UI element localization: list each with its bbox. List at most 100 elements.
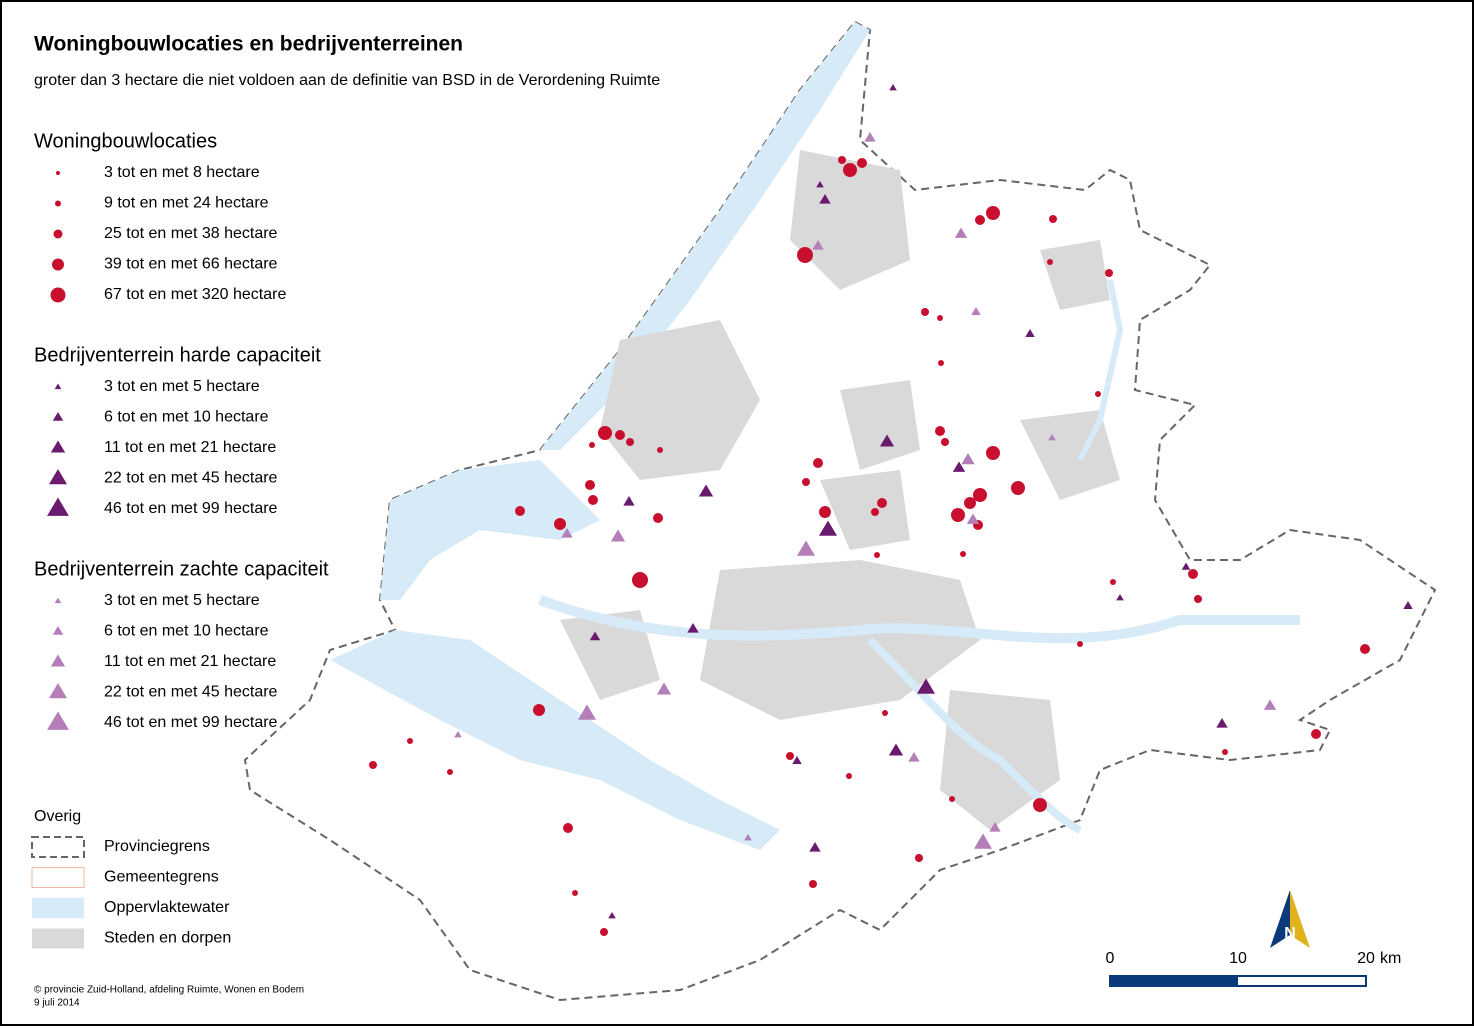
scale-segment [1110, 976, 1238, 986]
hard-site [1025, 329, 1035, 337]
soft-site [971, 307, 981, 315]
soft-site [966, 513, 980, 524]
hard-site [52, 412, 64, 421]
legend: Woningbouwlocaties 3 tot en met 8 hectare… [31, 130, 329, 949]
housing-site [1360, 644, 1370, 654]
coast-water [540, 22, 870, 450]
hard-site [819, 194, 831, 204]
soft-site [908, 752, 920, 762]
housing-site [802, 478, 810, 486]
legend-item: 3 tot en met 5 hectare [104, 592, 260, 609]
soft-site [989, 822, 1001, 832]
housing-site [1047, 259, 1053, 265]
soft-site [1048, 434, 1056, 441]
housing-site [447, 769, 453, 775]
housing-site [563, 823, 573, 833]
soft-site [973, 833, 993, 849]
soft-site [47, 711, 69, 730]
legend-item: Gemeentegrens [104, 869, 219, 886]
harbour-water [380, 460, 600, 600]
housing-site [951, 508, 965, 522]
soft-site [454, 731, 462, 738]
north-left [1270, 890, 1290, 948]
hard-site [589, 631, 601, 641]
scale-bar: 0 10 20 km [1106, 950, 1401, 987]
housing-site [50, 287, 66, 303]
north-right [1290, 890, 1310, 948]
legend-item: 39 tot en met 66 hectare [104, 256, 278, 273]
housing-site [554, 518, 566, 530]
housing-site [572, 890, 578, 896]
soft-site [864, 132, 876, 142]
hard-site [54, 383, 62, 390]
housing-site [598, 426, 612, 440]
hard-site [1403, 601, 1413, 609]
housing-site [819, 506, 831, 518]
hard-site [889, 84, 897, 91]
soft-site [954, 227, 968, 238]
housing-site [877, 498, 887, 508]
hard-site [809, 842, 821, 852]
town [600, 320, 760, 480]
housing-site [632, 572, 648, 588]
legend-item: 9 tot en met 24 hectare [104, 195, 269, 212]
legend-item: 25 tot en met 38 hectare [104, 225, 278, 242]
soft-site [50, 654, 66, 667]
soft-site [812, 240, 824, 250]
housing-site [1194, 595, 1202, 603]
legend-swatch [32, 928, 84, 949]
north-label: N [1284, 925, 1296, 942]
housing-site [52, 258, 64, 271]
subtitle: groter dan 3 hectare die niet voldoen aa… [34, 72, 660, 89]
legend-group-title: Bedrijventerrein zachte capaciteit [34, 558, 329, 580]
hard-site [1216, 718, 1228, 728]
hard-site [1181, 562, 1191, 570]
housing-site [1105, 269, 1113, 277]
markers [369, 84, 1413, 936]
housing-site [515, 506, 525, 516]
soft-site [656, 682, 672, 695]
credit-date: 9 juli 2014 [34, 998, 80, 1009]
housing-site [935, 426, 945, 436]
soft-site [54, 597, 62, 604]
soft-site [577, 704, 597, 720]
hard-site [1116, 594, 1124, 601]
legend-group-title: Bedrijventerrein harde capaciteit [34, 344, 321, 366]
hard-site [623, 496, 635, 506]
legend-item: 46 tot en met 99 hectare [104, 714, 278, 731]
hard-site [916, 678, 936, 694]
housing-site [874, 552, 880, 558]
housing-site [1188, 569, 1198, 579]
legend-item: Steden en dorpen [104, 930, 231, 947]
legend-item: 22 tot en met 45 hectare [104, 470, 278, 487]
soft-site [561, 528, 573, 538]
housing-site [857, 158, 867, 168]
town [840, 380, 920, 470]
hard-site [792, 756, 802, 764]
legend-item: 67 tot en met 320 hectare [104, 286, 286, 303]
housing-site [949, 796, 955, 802]
scale-label: 0 [1106, 950, 1115, 967]
housing-site [1222, 749, 1228, 755]
scale-label: 20 [1357, 950, 1375, 967]
hard-site [608, 912, 616, 919]
legend-item: 22 tot en met 45 hectare [104, 684, 278, 701]
soft-site [744, 834, 752, 841]
legend-item: 46 tot en met 99 hectare [104, 500, 278, 517]
soft-site [1263, 699, 1277, 710]
legend-item: 6 tot en met 10 hectare [104, 623, 269, 640]
soft-site [52, 626, 64, 635]
housing-site [846, 773, 852, 779]
housing-site [1311, 729, 1321, 739]
legend-swatch [32, 898, 84, 918]
housing-site [938, 360, 944, 366]
housing-site [843, 163, 857, 177]
legend-item: Provinciegrens [104, 838, 210, 855]
legend-item: 3 tot en met 5 hectare [104, 378, 260, 395]
housing-site [600, 928, 608, 936]
housing-site [1049, 215, 1057, 223]
housing-site [589, 442, 595, 448]
hard-site [50, 440, 66, 453]
housing-site [921, 308, 929, 316]
